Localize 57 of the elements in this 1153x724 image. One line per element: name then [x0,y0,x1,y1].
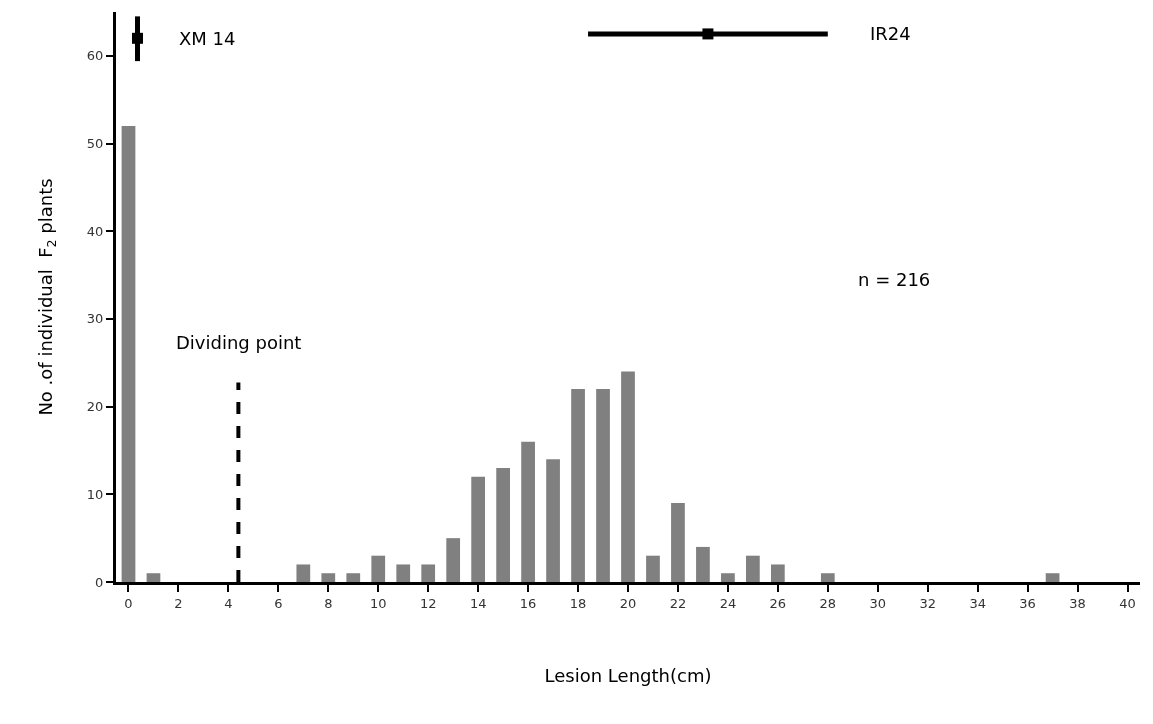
x-tick-label: 40 [1119,595,1136,611]
bar [571,389,585,582]
bar [371,555,386,582]
x-tick-label: 18 [569,595,587,611]
bar [1045,573,1060,582]
x-tick-label: 34 [969,595,986,611]
y-tick-label: 10 [86,486,104,502]
x-tick-label: 26 [769,595,787,611]
x-tick-label: 24 [719,595,737,611]
y-tick-label: 40 [86,223,104,239]
bar [521,441,535,582]
bar [296,564,311,582]
x-tick-label: 38 [1069,595,1086,611]
x-axis-title: Lesion Length(cm) [544,664,712,686]
bar [321,573,336,582]
x-tick-label: 10 [369,595,387,611]
bar [671,503,685,582]
bar [621,371,635,582]
x-tick-label: 0 [124,595,133,611]
bar [421,564,436,582]
x-tick-label: 20 [619,595,637,611]
x-tick-label: 22 [669,595,687,611]
bar [146,573,161,582]
y-tick-label: 50 [86,136,104,152]
bar [820,573,835,582]
text: XM 14 [179,28,236,49]
y-tick-label: 60 [86,48,104,64]
y-tick-label: 30 [86,311,104,327]
bar [770,564,785,582]
x-tick-label: 6 [274,595,283,611]
x-tick-label: 30 [869,595,887,611]
x-tick-label: 8 [324,595,333,611]
x-tick-label: 4 [224,595,233,611]
ref-line-label: Dividing point [176,332,302,353]
bar [646,555,660,582]
x-tick-label: 32 [919,595,936,611]
bar [121,126,136,582]
x-tick-label: 12 [419,595,437,611]
annotation: n = 216 [858,269,931,290]
y-tick-label: 0 [95,574,104,590]
bar [696,546,710,582]
bar [396,564,411,582]
x-tick-label: 16 [519,595,537,611]
legend-label: IR24 [870,23,911,44]
bar [496,468,510,582]
x-tick-label: 14 [469,595,487,611]
x-tick-label: 28 [819,595,837,611]
bar [471,476,486,582]
bar [721,573,735,582]
bar [746,555,760,582]
y-tick-label: 20 [86,399,104,415]
bar [546,459,560,582]
x-tick-label: 36 [1019,595,1036,611]
bar [596,389,610,582]
bar [346,573,361,582]
x-tick-label: 2 [174,595,183,611]
bar [446,538,461,582]
